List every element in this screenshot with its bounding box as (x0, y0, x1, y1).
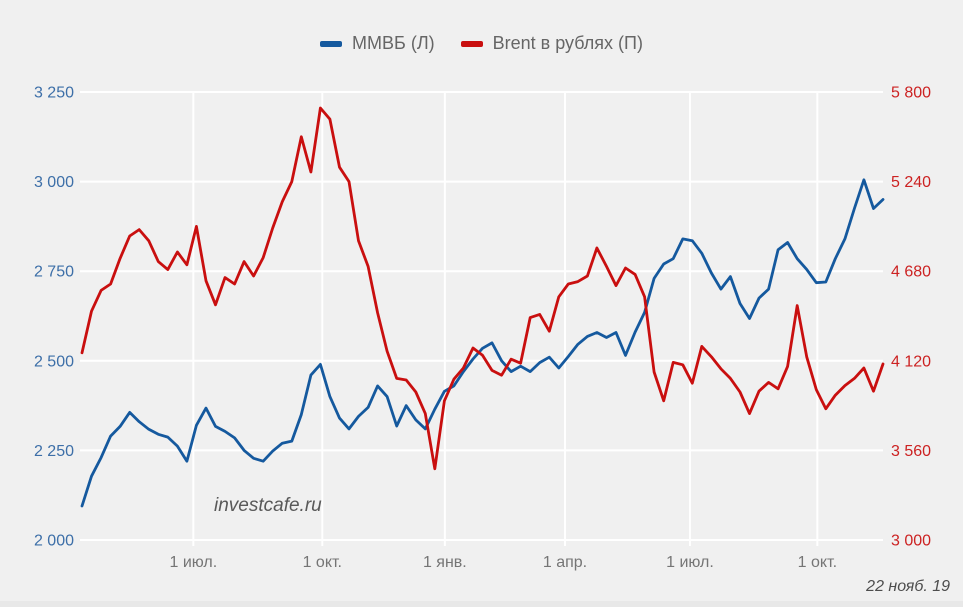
chart-legend: ММВБ (Л) Brent в рублях (П) (0, 33, 963, 54)
bottom-divider (0, 601, 963, 607)
y-axis-left-tick-label: 2 500 (34, 353, 74, 370)
x-axis-tick-label: 1 июл. (169, 554, 217, 571)
y-axis-left-tick-label: 3 000 (34, 174, 74, 191)
x-axis-tick-label: 1 апр. (543, 554, 587, 571)
legend-label-brent: Brent в рублях (П) (492, 33, 643, 53)
date-stamp: 22 нояб. 19 (866, 578, 950, 595)
series-line-brent (80, 106, 885, 471)
legend-marker-mmvb-icon (320, 40, 343, 47)
y-axis-right-tick-label: 5 800 (891, 85, 931, 102)
y-axis-left-tick-label: 2 750 (34, 264, 74, 281)
y-axis-right-tick-label: 3 560 (891, 443, 931, 460)
watermark: investcafe.ru (214, 495, 322, 516)
y-axis-right-tick-label: 4 120 (891, 353, 931, 370)
y-axis-left-tick-label: 2 250 (34, 443, 74, 460)
legend-item-mmvb[interactable]: ММВБ (Л) (320, 33, 435, 54)
legend-item-brent[interactable]: Brent в рублях (П) (460, 33, 643, 54)
y-axis-right-tick-label: 3 000 (891, 533, 931, 550)
x-axis-tick-label: 1 июл. (666, 554, 714, 571)
x-axis-tick-label: 1 янв. (423, 554, 467, 571)
legend-marker-brent-icon (460, 40, 483, 47)
x-axis-tick-label: 1 окт. (798, 554, 837, 571)
y-axis-right-tick-label: 4 680 (891, 264, 931, 281)
x-axis-tick-label: 1 окт. (303, 554, 342, 571)
y-axis-right-tick-label: 5 240 (891, 174, 931, 191)
y-axis-left-tick-label: 3 250 (34, 85, 74, 102)
y-axis-left-tick-label: 2 000 (34, 533, 74, 550)
legend-label-mmvb: ММВБ (Л) (352, 33, 435, 53)
series-line-mmvb (80, 178, 885, 508)
